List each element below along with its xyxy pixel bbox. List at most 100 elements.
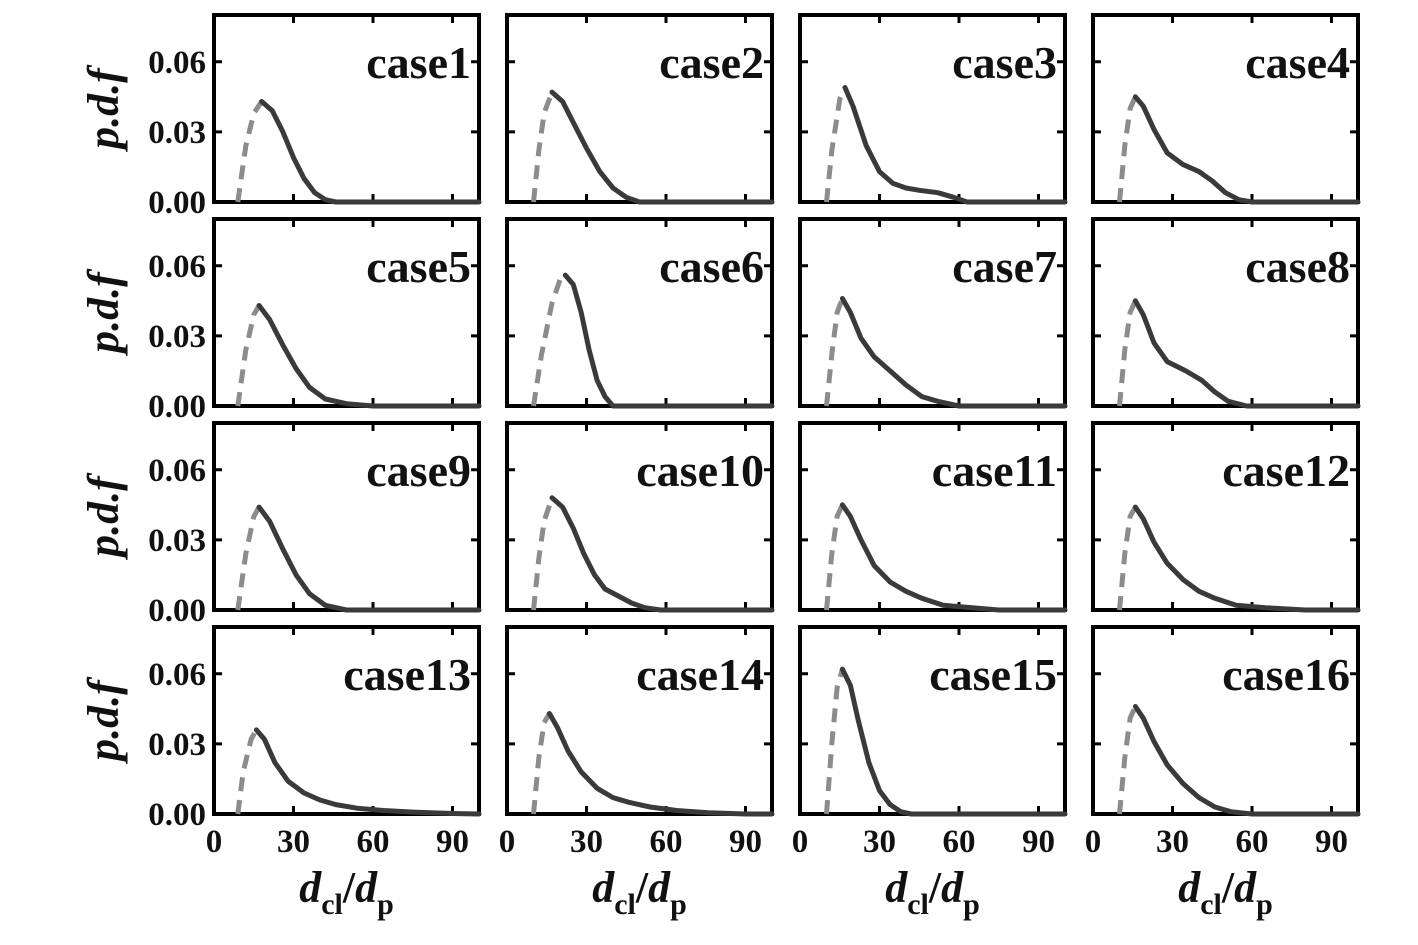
- x-tick-label: 60: [1236, 824, 1269, 860]
- plot-frame: [798, 13, 1067, 204]
- case-label: case5: [366, 241, 471, 292]
- panel-case14: 0 30 60 90 case14: [499, 625, 775, 860]
- pdf-curve-dashed: [235, 304, 262, 407]
- pdf-curve-dashed: [235, 100, 264, 203]
- y-tick-label: 0.03: [148, 115, 206, 151]
- pdf-curve-dashed: [1117, 505, 1138, 611]
- pdf-curve-solid: [259, 99, 482, 205]
- y-tick-label: 0.03: [148, 523, 206, 559]
- pdf-curve-solid: [549, 495, 775, 613]
- case-label: case9: [366, 445, 471, 496]
- y-tick-label: 0.00: [148, 389, 206, 425]
- panel-case9: 0.00 0.03 0.06 case9: [148, 421, 482, 629]
- y-tick-label: 0.06: [148, 453, 206, 489]
- panel-case12: case12: [1091, 421, 1361, 613]
- x-tick-label: 0: [792, 824, 809, 860]
- case-label: case2: [659, 37, 764, 88]
- case-label: case7: [952, 241, 1057, 292]
- x-tick-label: 30: [277, 824, 310, 860]
- pdf-curve-dashed: [531, 712, 552, 815]
- x-tick-label: 90: [729, 824, 762, 860]
- panel-case15: 0 30 60 90 case15: [792, 625, 1068, 860]
- pdf-curve-solid: [1132, 504, 1361, 613]
- pdf-curve-dashed: [531, 497, 555, 611]
- panel-case16: 0 30 60 90 case16: [1085, 625, 1361, 860]
- y-tick-label: 0.03: [148, 319, 206, 355]
- pdf-curve-dashed: [1117, 299, 1138, 407]
- case-label: case3: [952, 37, 1057, 88]
- pdf-curve-dashed: [235, 505, 262, 611]
- pdf-curve-solid: [839, 296, 1068, 409]
- y-axis-label: p.d.f: [79, 64, 128, 153]
- pdf-curve-dashed: [531, 91, 555, 203]
- y-axis-label: p.d.f: [79, 676, 128, 765]
- x-tick-label: 0: [499, 824, 516, 860]
- panel-case13: 0.00 0.03 0.06 0 30 60 90 case13: [148, 625, 482, 860]
- pdf-curve-solid: [256, 303, 482, 409]
- x-tick-label: 0: [206, 824, 223, 860]
- pdf-curve-solid: [562, 272, 775, 409]
- case-label: case11: [932, 445, 1057, 496]
- panel-grid: 0.00 0.03 0.06 case1 case2 case3 case4 0.00 0.03…: [148, 13, 1361, 860]
- panel-case2: case2: [505, 13, 775, 205]
- pdf-curve-solid: [1132, 298, 1361, 409]
- plot-frame: [798, 421, 1067, 612]
- x-tick-label: 90: [1022, 824, 1055, 860]
- pdf-curve-solid: [1132, 704, 1361, 817]
- case-label: case10: [636, 445, 764, 496]
- x-axis-labels: dcl/dp dcl/dp dcl/dp dcl/dp: [299, 863, 1273, 921]
- panel-case6: case6: [505, 217, 775, 409]
- pdf-curve-dashed: [1117, 95, 1138, 203]
- x-tick-label: 60: [650, 824, 683, 860]
- x-tick-label: 30: [1156, 824, 1189, 860]
- panel-case10: case10: [505, 421, 775, 613]
- x-tick-label: 90: [1315, 824, 1348, 860]
- panel-case7: case7: [798, 217, 1068, 409]
- x-axis-label: dcl/dp: [885, 863, 980, 921]
- plot-frame: [798, 217, 1067, 408]
- plot-frame: [1091, 421, 1360, 612]
- pdf-curve-solid: [256, 504, 482, 613]
- x-tick-label: 90: [436, 824, 469, 860]
- pdf-curve-dashed: [824, 503, 845, 611]
- pdf-curve-solid: [842, 85, 1068, 205]
- plot-frame: [1091, 625, 1360, 816]
- pdf-curve-solid: [253, 727, 482, 817]
- pdf-curve-solid: [839, 666, 1068, 817]
- panel-case8: case8: [1091, 217, 1361, 409]
- panel-case1: 0.00 0.03 0.06 case1: [148, 13, 482, 221]
- pdf-curve-solid: [1132, 94, 1361, 205]
- pdf-curve-dashed: [235, 728, 259, 815]
- x-tick-label: 30: [570, 824, 603, 860]
- y-tick-label: 0.06: [148, 45, 206, 81]
- y-axis-labels: p.d.f p.d.f p.d.f p.d.f: [79, 64, 128, 765]
- case-label: case14: [636, 649, 764, 700]
- pdf-curve-dashed: [824, 86, 848, 203]
- case-label: case13: [343, 649, 471, 700]
- x-axis-label: dcl/dp: [592, 863, 687, 921]
- case-label: case8: [1245, 241, 1350, 292]
- pdf-curve-solid: [549, 89, 775, 205]
- pdf-curve-dashed: [824, 668, 845, 815]
- pdf-curve-solid: [546, 711, 775, 817]
- y-tick-label: 0.03: [148, 727, 206, 763]
- y-tick-label: 0.00: [148, 593, 206, 629]
- x-axis-label: dcl/dp: [299, 863, 394, 921]
- case-label: case12: [1222, 445, 1350, 496]
- x-tick-label: 30: [863, 824, 896, 860]
- plot-frame: [505, 625, 774, 816]
- plot-frame: [505, 421, 774, 612]
- case-label: case6: [659, 241, 764, 292]
- case-label: case16: [1222, 649, 1350, 700]
- pdf-curve-dashed: [824, 297, 845, 407]
- panel-case3: case3: [798, 13, 1068, 205]
- pdf-curve-solid: [839, 502, 1068, 613]
- x-tick-label: 0: [1085, 824, 1102, 860]
- plot-frame: [212, 625, 481, 816]
- y-axis-label: p.d.f: [79, 472, 128, 561]
- case-label: case1: [366, 37, 471, 88]
- x-axis-label: dcl/dp: [1178, 863, 1273, 921]
- case-label: case15: [929, 649, 1057, 700]
- y-tick-label: 0.00: [148, 797, 206, 833]
